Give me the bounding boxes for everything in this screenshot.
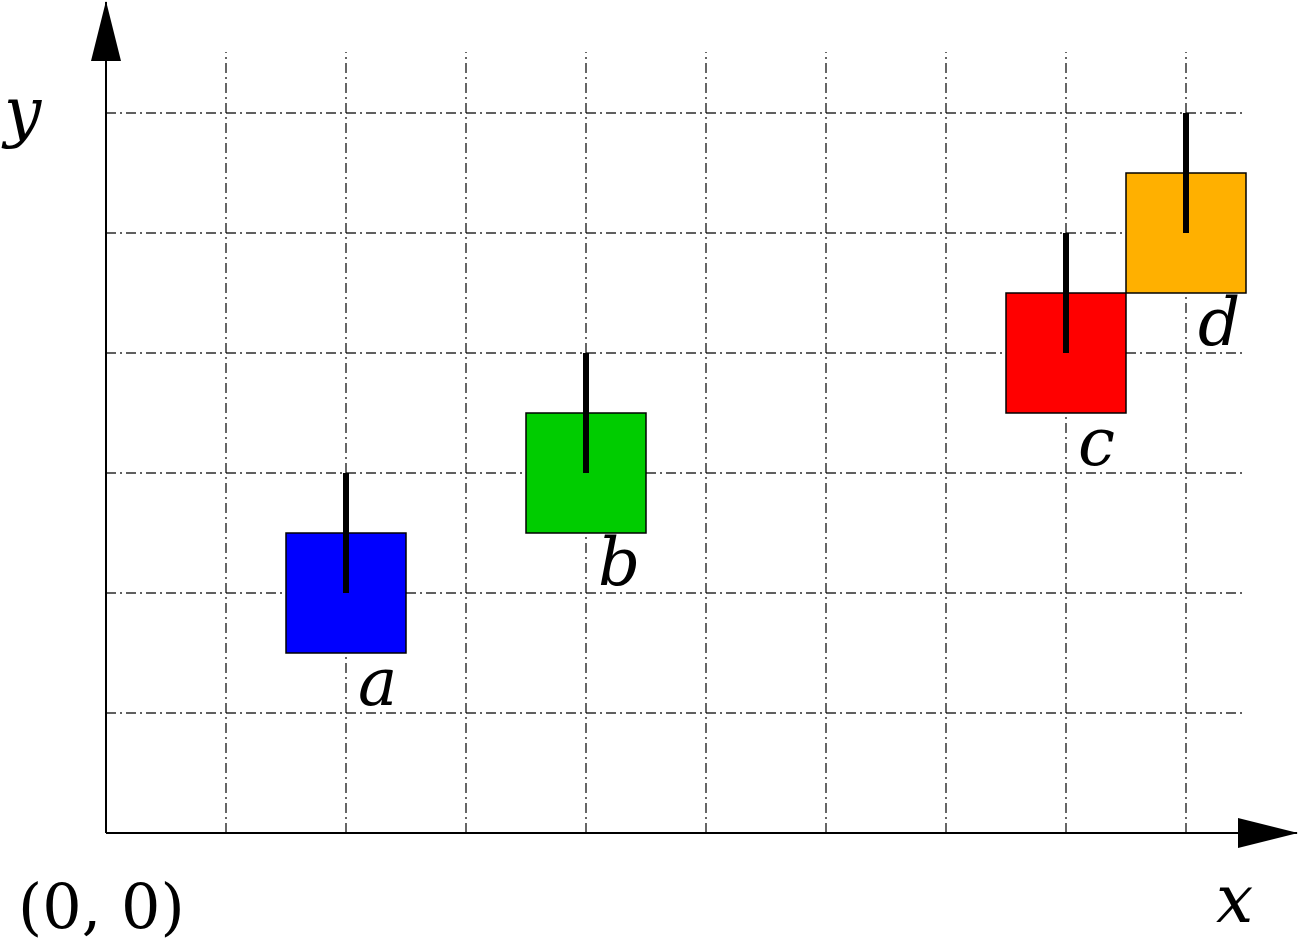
x-axis-label: x [1216,861,1253,938]
square-d: d [1125,113,1247,361]
square-a-label: a [358,644,397,721]
squares: a b c d [285,113,1247,721]
square-b: b [525,353,647,601]
square-b-label: b [598,524,640,601]
y-axis-label: y [1,73,42,150]
square-c: c [1005,233,1127,481]
grid [106,52,1246,833]
origin-label: (0, 0) [18,870,185,943]
square-a: a [285,473,407,721]
square-c-label: c [1078,404,1115,481]
square-d-label: d [1198,284,1240,361]
